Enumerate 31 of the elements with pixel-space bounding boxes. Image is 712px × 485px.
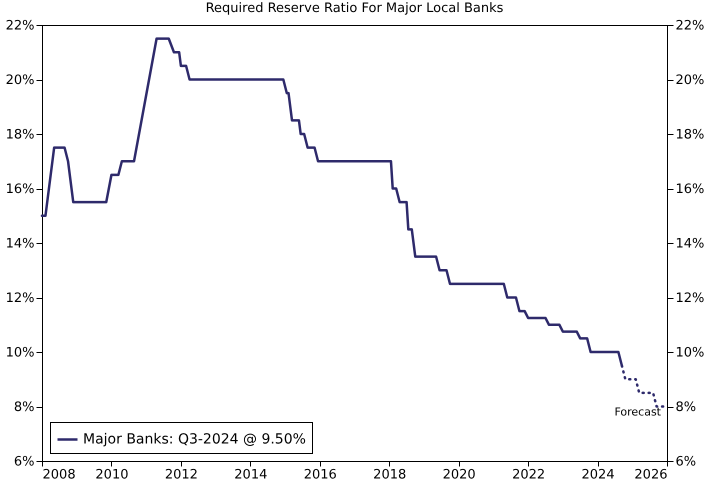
annotation: Forecast: [614, 406, 662, 418]
y-tick-label: 18%: [6, 128, 34, 142]
y2-tick-label: 10%: [676, 346, 704, 360]
x-tick-label: 2020: [442, 468, 476, 482]
y-tick-label: 20%: [6, 73, 34, 88]
y2-tick-label: 20%: [676, 73, 704, 88]
y2-tick-label: 6%: [676, 454, 696, 470]
y2-tick-label: 14%: [676, 236, 704, 252]
y-tick-label: 22%: [6, 18, 34, 34]
y2-tick-label: 22%: [676, 18, 704, 34]
x-tick-label: 2012: [164, 468, 198, 482]
y-tick-label: 12%: [6, 291, 34, 306]
chart-title: Required Reserve Ratio For Major Local Banks: [206, 1, 504, 16]
y2-tick-label: 12%: [676, 291, 704, 306]
x-tick-label: 2010: [95, 468, 128, 482]
x-tick-label: 2008: [42, 468, 76, 482]
y-tick-label: 8%: [14, 400, 34, 415]
x-tick-label: 2014: [234, 468, 268, 482]
x-tick-label: 2016: [304, 468, 337, 482]
y-tick-label: 14%: [6, 236, 34, 252]
y-tick-label: 16%: [6, 182, 34, 197]
x-tick-label: 2024: [582, 468, 615, 482]
y-tick-label: 6%: [14, 454, 34, 470]
y2-tick-label: 16%: [676, 182, 704, 197]
x-tick-label: 2018: [373, 468, 406, 482]
legend-label: Major Banks: Q3-2024 @ 9.50%: [83, 432, 306, 448]
y2-tick-label: 8%: [676, 400, 696, 415]
x-tick-label: 2022: [512, 468, 546, 482]
y-tick-label: 10%: [6, 346, 34, 360]
y2-tick-label: 18%: [676, 128, 704, 142]
x-tick-label: 2026: [634, 468, 668, 482]
